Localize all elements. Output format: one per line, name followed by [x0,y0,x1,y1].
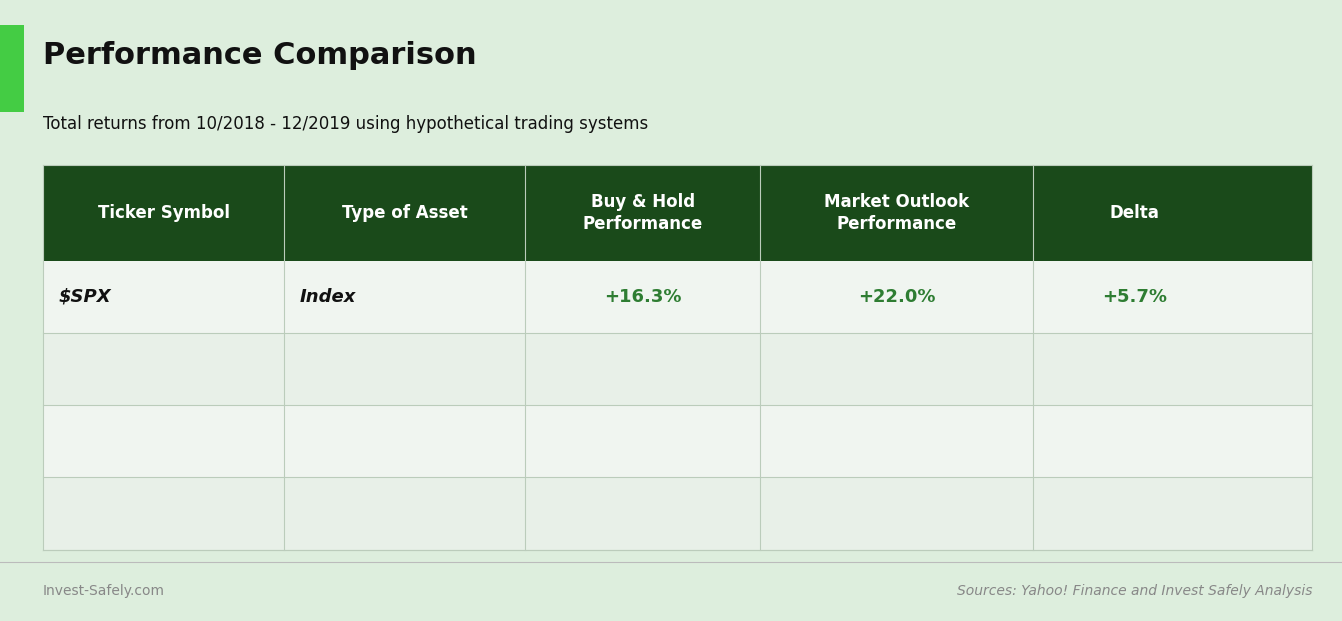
Text: +16.3%: +16.3% [604,288,682,306]
Text: Buy & Hold
Performance: Buy & Hold Performance [582,193,703,233]
Text: Delta: Delta [1110,204,1159,222]
FancyBboxPatch shape [43,165,1312,261]
Text: +22.0%: +22.0% [858,288,935,306]
Text: Ticker Symbol: Ticker Symbol [98,204,229,222]
FancyBboxPatch shape [0,25,24,112]
Text: Sources: Yahoo! Finance and Invest Safely Analysis: Sources: Yahoo! Finance and Invest Safel… [957,584,1312,598]
Text: Performance Comparison: Performance Comparison [43,42,476,70]
Text: Market Outlook
Performance: Market Outlook Performance [824,193,969,233]
Text: +5.7%: +5.7% [1102,288,1168,306]
FancyBboxPatch shape [43,333,1312,405]
Text: Index: Index [299,288,356,306]
FancyBboxPatch shape [43,261,1312,333]
Text: Invest-Safely.com: Invest-Safely.com [43,584,165,598]
Text: Type of Asset: Type of Asset [342,204,467,222]
FancyBboxPatch shape [43,406,1312,478]
FancyBboxPatch shape [43,478,1312,550]
Text: $SPX: $SPX [58,288,111,306]
Text: Total returns from 10/2018 - 12/2019 using hypothetical trading systems: Total returns from 10/2018 - 12/2019 usi… [43,116,648,133]
